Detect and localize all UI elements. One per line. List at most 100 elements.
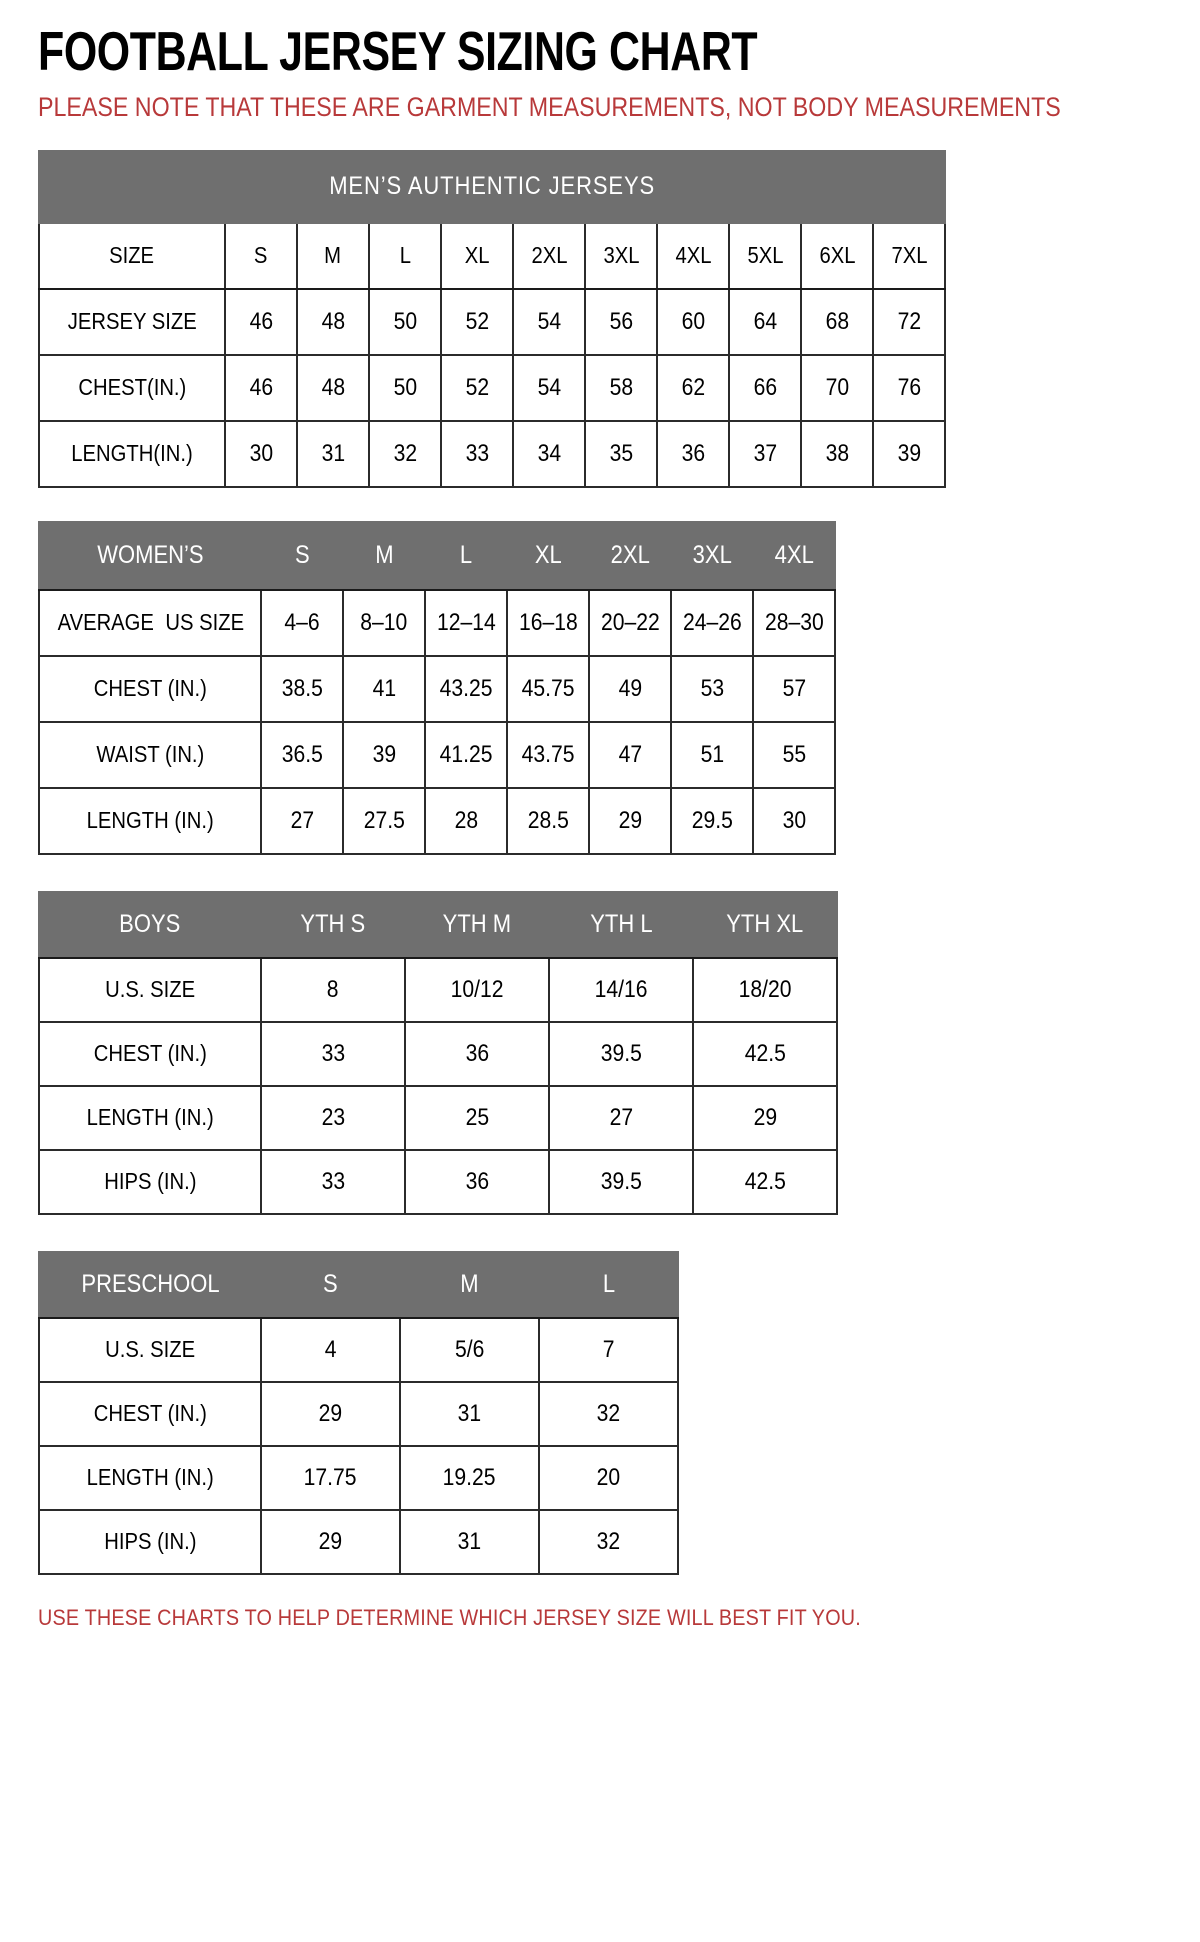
mens-cell: 64 [728,288,802,356]
preschool-column-header: L [538,1251,679,1319]
womens-cell-text: 43.75 [521,740,575,768]
womens-column-header-text: 3XL [692,541,732,570]
boys-column-header: YTH L [548,891,694,959]
womens-cell: 28.5 [506,787,590,855]
boys-column-header: YTH XL [692,891,838,959]
womens-cell: 41.25 [424,721,508,789]
mens-cell: 76 [872,354,946,422]
mens-cell-text: 31 [321,439,345,467]
preschool-cell: 29 [260,1509,401,1575]
womens-cell: 49 [588,655,672,723]
table-row: LENGTH (IN.) 27 27.5 28 28.5 29 29.5 30 [38,787,836,855]
preschool-cell: 29 [260,1381,401,1447]
womens-cell: 41 [342,655,426,723]
boys-cell: 42.5 [692,1149,838,1215]
womens-cell-text: 8–10 [360,608,408,636]
mens-cell: 46 [224,354,298,422]
mens-cell-text: 50 [393,373,417,401]
table-row: CHEST(IN.) 46 48 50 52 54 58 62 66 70 76 [38,354,946,422]
womens-row-label-line1: AVERAGE [57,609,154,636]
mens-cell-text: 46 [249,373,273,401]
womens-cell-text: 28.5 [527,806,569,834]
preschool-cell: 31 [399,1509,540,1575]
boys-column-header-text: YTH XL [726,910,804,939]
mens-cell-text: 52 [465,373,489,401]
boys-cell: 25 [404,1085,550,1151]
mens-cell-text: 38 [825,439,849,467]
boys-cell: 36 [404,1149,550,1215]
preschool-cell: 32 [538,1509,679,1575]
mens-cell-text: 56 [609,307,633,335]
womens-column-header: S [260,521,344,591]
mens-cell: 30 [224,420,298,488]
boys-row-label: U.S. SIZE [38,957,262,1023]
preschool-cell-text: 7 [602,1335,615,1363]
mens-cell-text: 36 [681,439,705,467]
womens-cell-text: 28 [454,806,478,834]
table-row: CHEST (IN.) 33 36 39.5 42.5 [38,1021,838,1087]
table-row: LENGTH (IN.) 17.75 19.25 20 [38,1445,679,1511]
mens-cell-text: 32 [393,439,417,467]
boys-cell-text: 42.5 [744,1167,786,1195]
boys-cell-text: 8 [327,975,339,1003]
boys-row-label-text: HIPS (IN.) [103,1168,197,1195]
mens-row-label: JERSEY SIZE [38,288,226,356]
womens-column-header: XL [506,521,590,591]
womens-row-label-text: WAIST (IN.) [96,741,204,768]
mens-column-header: M [296,222,370,290]
mens-cell-text: 64 [753,307,777,335]
womens-column-header: L [424,521,508,591]
preschool-column-header: S [260,1251,401,1319]
boys-cell-text: 42.5 [744,1039,786,1067]
mens-column-header-text: 6XL [818,242,856,269]
womens-cell: 29.5 [670,787,754,855]
table-row: LENGTH (IN.) 23 25 27 29 [38,1085,838,1151]
preschool-row-label-text: CHEST (IN.) [93,1400,207,1427]
womens-cell: 4–6 [260,589,344,657]
preschool-cell: 31 [399,1381,540,1447]
preschool-cell-text: 5/6 [454,1335,485,1363]
boys-column-header: YTH M [404,891,550,959]
boys-cell-text: 29 [753,1103,777,1131]
womens-cell: 47 [588,721,672,789]
mens-row-label-text: LENGTH(IN.) [71,440,193,467]
womens-column-header-row: WOMEN’S S M L XL 2XL 3XL 4XL [38,521,836,591]
mens-column-header-text: 2XL [530,242,568,269]
boys-cell-text: 39.5 [600,1167,642,1195]
mens-cell-text: 58 [609,373,633,401]
page-title: FOOTBALL JERSEY SIZING CHART [38,20,758,82]
preschool-cell-text: 31 [457,1399,482,1427]
mens-cell: 33 [440,420,514,488]
womens-cell-text: 49 [618,674,642,702]
mens-corner-label-text: SIZE [109,242,155,269]
preschool-row-label-text: U.S. SIZE [105,1336,195,1363]
boys-cell: 14/16 [548,957,694,1023]
womens-cell-text: 27.5 [363,806,405,834]
mens-column-header: 4XL [656,222,730,290]
womens-cell-text: 4–6 [284,608,320,636]
table-row: U.S. SIZE 4 5/6 7 [38,1317,679,1383]
womens-cell: 28–30 [752,589,836,657]
boys-row-label-text: CHEST (IN.) [93,1040,207,1067]
preschool-cell: 32 [538,1381,679,1447]
preschool-column-header-text: S [323,1270,338,1299]
boys-cell: 39.5 [548,1021,694,1087]
mens-cell: 58 [584,354,658,422]
table-row: WAIST (IN.) 36.5 39 41.25 43.75 47 51 55 [38,721,836,789]
table-row: HIPS (IN.) 29 31 32 [38,1509,679,1575]
boys-cell: 42.5 [692,1021,838,1087]
womens-cell-text: 20–22 [600,608,660,636]
boys-cell-text: 14/16 [594,975,648,1003]
table-row: U.S. SIZE 8 10/12 14/16 18/20 [38,957,838,1023]
womens-cell-text: 39 [372,740,396,768]
boys-row-label-text: LENGTH (IN.) [86,1104,214,1131]
womens-cell-text: 43.25 [439,674,493,702]
mens-row-label-text: JERSEY SIZE [67,308,197,335]
womens-cell: 57 [752,655,836,723]
mens-column-header-text: 5XL [746,242,784,269]
preschool-cell-text: 29 [318,1399,343,1427]
womens-column-header: 2XL [588,521,672,591]
mens-cell-text: 54 [537,307,561,335]
mens-column-header-text: 4XL [674,242,712,269]
